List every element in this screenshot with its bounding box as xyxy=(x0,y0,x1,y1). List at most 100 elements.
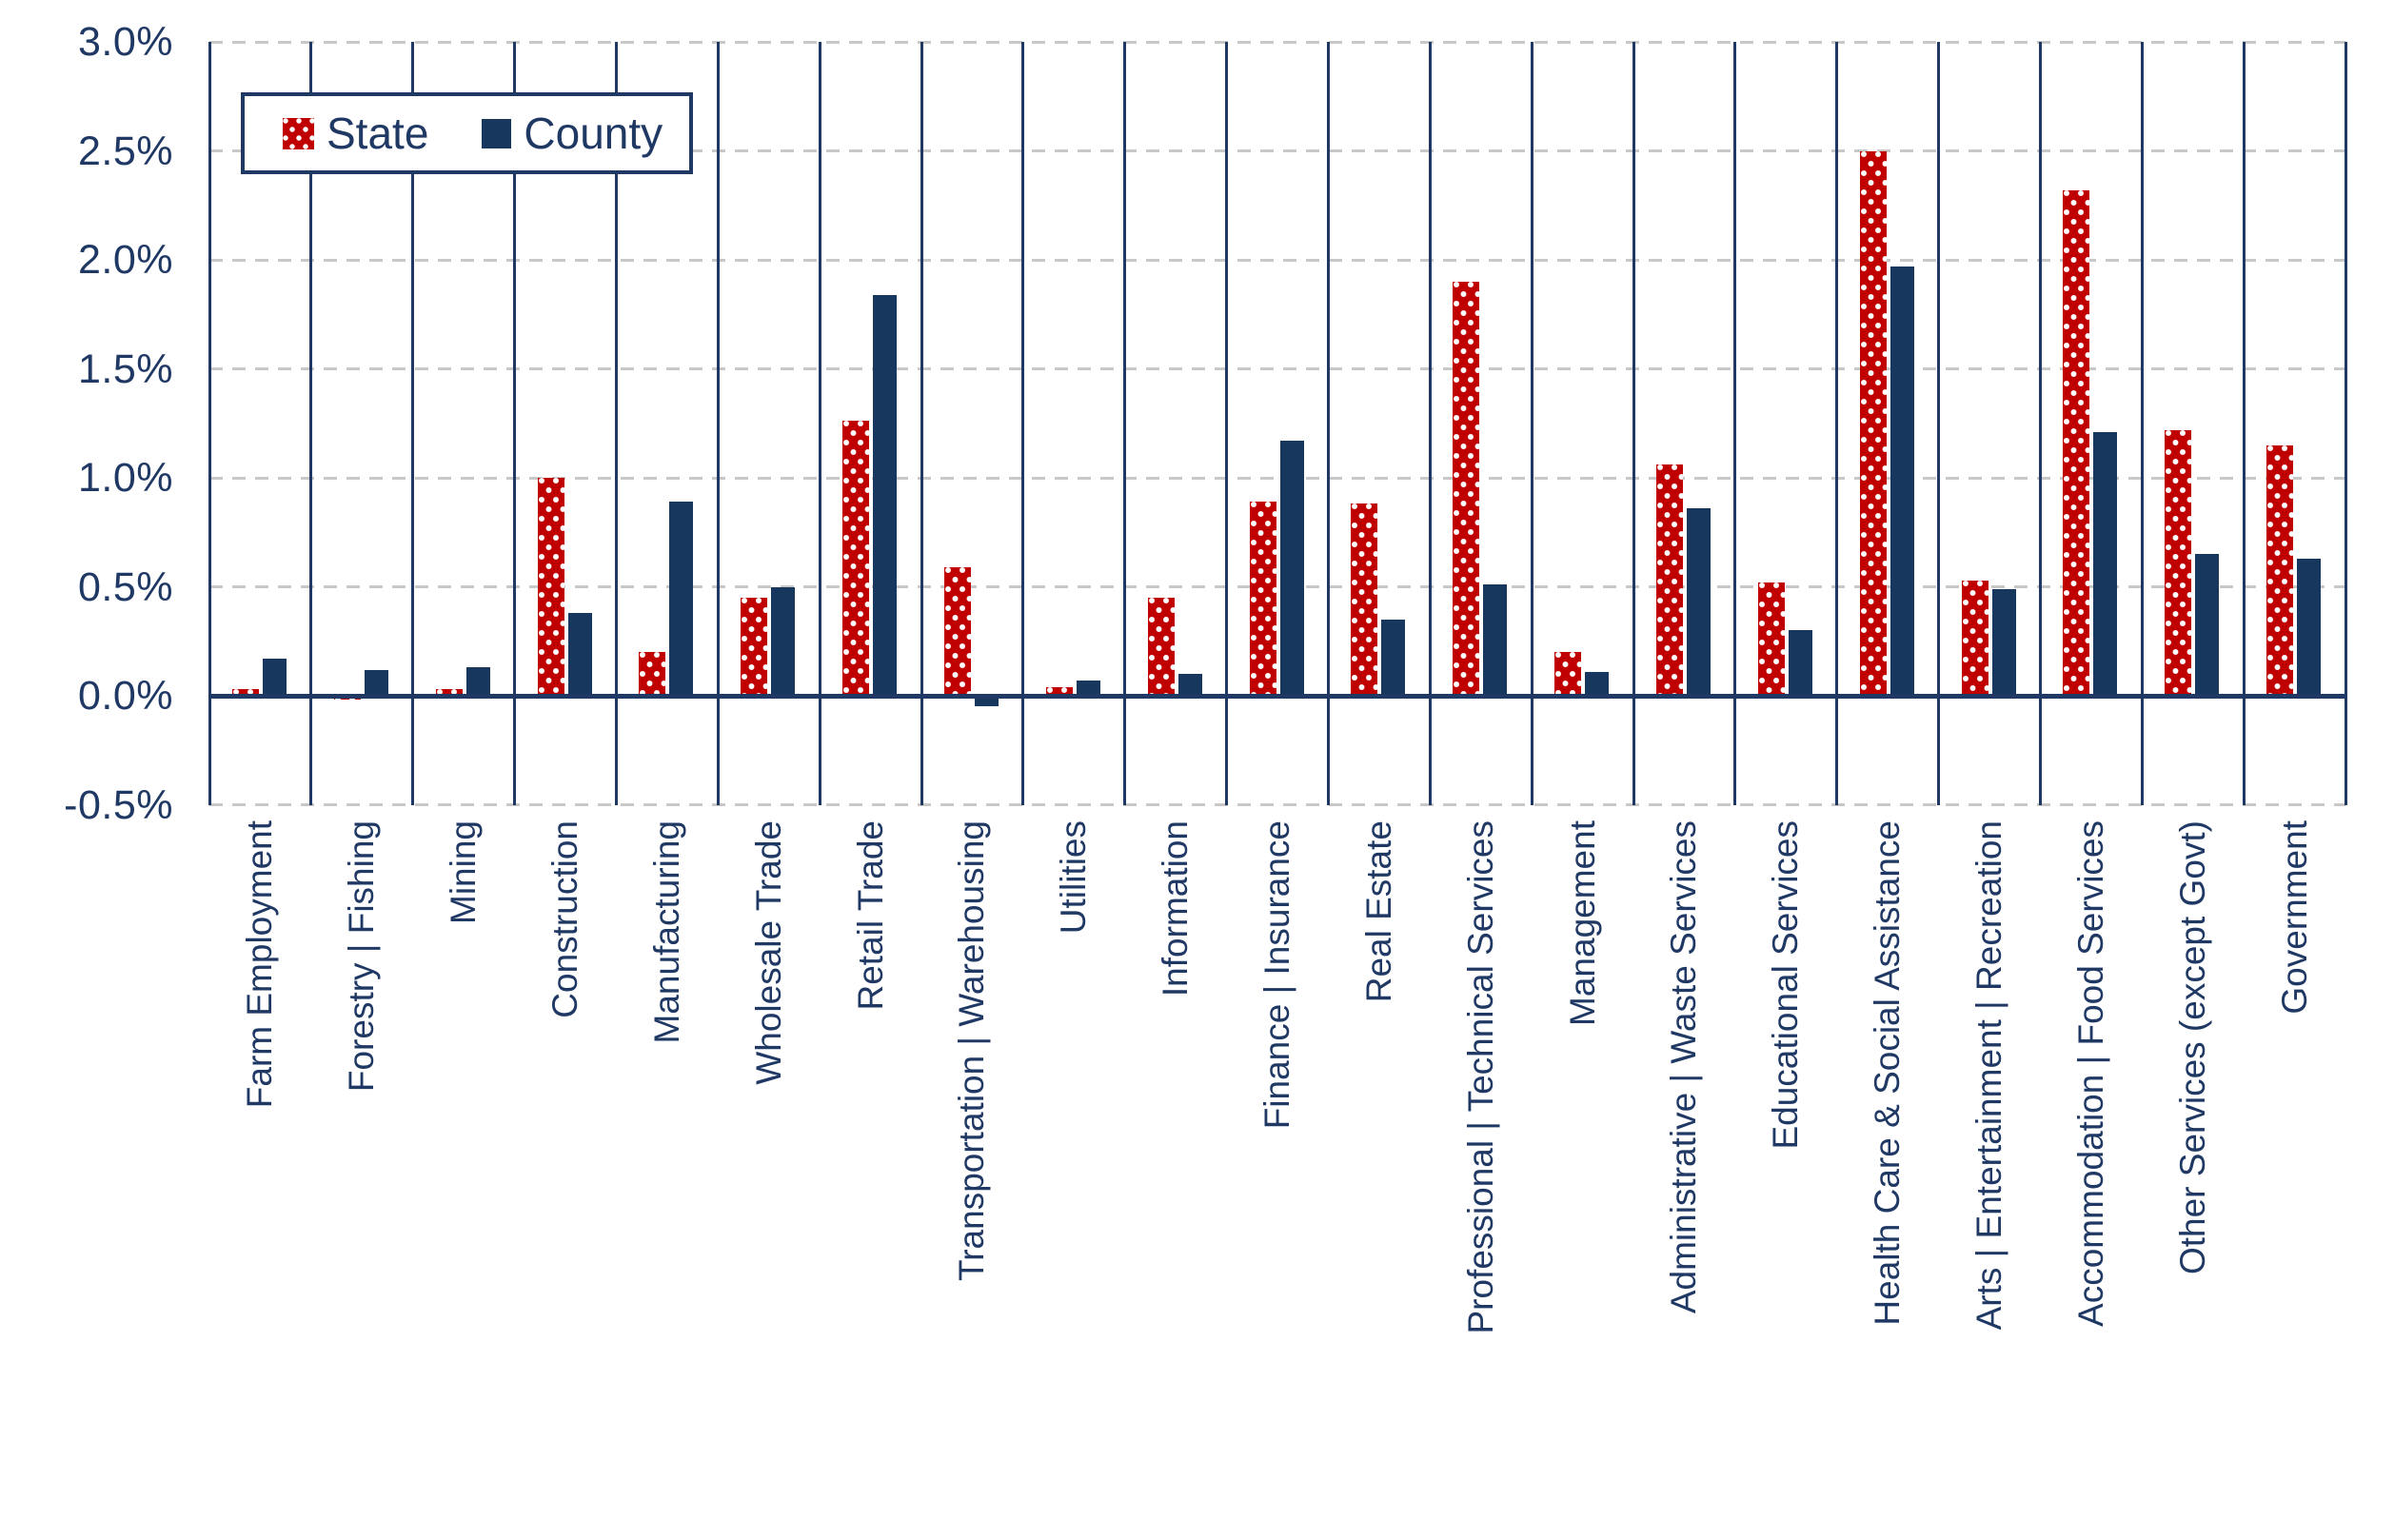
county-bar xyxy=(1585,671,1610,698)
y-axis-tick-label: -0.5% xyxy=(64,781,173,828)
state-bar xyxy=(944,566,971,698)
county-bar xyxy=(263,659,287,698)
x-axis-category-label: Wholesale Trade xyxy=(748,820,788,1085)
x-axis-category-label: Administrative | Waste Services xyxy=(1664,820,1704,1314)
state-bar xyxy=(2063,189,2090,698)
category-separator-line xyxy=(208,42,211,805)
county-bar xyxy=(1889,266,1914,698)
county-bar xyxy=(1279,441,1304,698)
y-gridline xyxy=(209,258,2345,262)
category-separator-line xyxy=(716,42,720,805)
county-bar xyxy=(2093,431,2118,698)
state-bar xyxy=(2165,429,2192,698)
x-axis-category-label: Management xyxy=(1562,820,1602,1026)
x-axis-category-label: Finance | Insurance xyxy=(1257,820,1296,1130)
x-axis-category-label: Construction xyxy=(545,820,584,1018)
category-separator-line xyxy=(818,42,821,805)
category-separator-line xyxy=(1632,42,1635,805)
county-bar xyxy=(567,612,592,698)
state-bar xyxy=(1554,652,1582,698)
state-bar xyxy=(1656,464,1683,698)
x-axis-category-label: Accommodation | Food Services xyxy=(2070,820,2110,1327)
x-axis-category-label: Arts | Entertainment | Recreation xyxy=(1969,820,2008,1331)
state-bar xyxy=(1147,597,1175,698)
category-separator-line xyxy=(1428,42,1432,805)
chart-legend: State County xyxy=(241,92,693,174)
county-legend-swatch-icon xyxy=(482,118,512,148)
state-bar xyxy=(2266,444,2294,698)
county-bar xyxy=(1687,508,1711,698)
category-separator-line xyxy=(309,42,313,805)
y-gridline xyxy=(209,803,2345,806)
category-separator-line xyxy=(1835,42,1839,805)
category-separator-line xyxy=(2038,42,2042,805)
county-bar xyxy=(1788,630,1812,698)
x-axis-category-label: Professional | Technical Services xyxy=(1460,820,1500,1334)
county-bar xyxy=(465,667,490,698)
x-axis-category-label: Educational Services xyxy=(1766,820,1806,1150)
category-separator-line xyxy=(2242,42,2246,805)
y-axis-tick-label: 1.5% xyxy=(77,346,173,392)
county-bar xyxy=(669,502,694,698)
category-separator-line xyxy=(1021,42,1025,805)
x-axis-category-label: Other Services (except Govt) xyxy=(2172,820,2212,1275)
state-bar xyxy=(842,421,870,698)
state-bar xyxy=(741,597,768,698)
category-separator-line xyxy=(614,42,618,805)
county-bar xyxy=(1483,584,1508,698)
x-axis-category-label: Mining xyxy=(444,820,484,924)
category-separator-line xyxy=(1733,42,1737,805)
county-legend-label: County xyxy=(524,109,663,158)
category-separator-line xyxy=(1225,42,1229,805)
y-axis-tick-label: 3.0% xyxy=(77,19,173,65)
x-axis-category-label: Farm Employment xyxy=(240,820,280,1109)
x-axis-category-label: Real Estate xyxy=(1358,820,1398,1003)
y-axis-tick-label: 2.0% xyxy=(77,237,173,283)
y-axis-tick-label: 1.0% xyxy=(77,455,173,501)
state-bar xyxy=(1249,502,1276,698)
y-gridline xyxy=(209,476,2345,480)
county-bar xyxy=(1991,588,2016,698)
y-gridline xyxy=(209,585,2345,588)
y-axis-tick-label: 0.0% xyxy=(77,673,173,719)
x-axis-category-label: Government xyxy=(2274,820,2314,1015)
x-axis-category-label: Manufacturing xyxy=(646,820,686,1044)
county-bar xyxy=(1381,619,1406,698)
county-bar xyxy=(1076,680,1100,698)
category-separator-line xyxy=(2344,42,2347,805)
county-bar xyxy=(771,586,796,698)
state-bar xyxy=(639,652,666,698)
county-bar xyxy=(2297,558,2322,698)
x-axis-category-label: Forestry | Fishing xyxy=(342,820,382,1093)
x-axis-category-label: Retail Trade xyxy=(850,820,890,1011)
county-bar xyxy=(975,696,999,707)
state-bar xyxy=(1453,281,1480,698)
category-separator-line xyxy=(411,42,415,805)
category-separator-line xyxy=(1326,42,1330,805)
x-axis-baseline xyxy=(209,693,2345,699)
category-separator-line xyxy=(2140,42,2144,805)
state-bar xyxy=(537,478,564,698)
category-separator-line xyxy=(1123,42,1127,805)
y-gridline xyxy=(209,149,2345,152)
state-bar xyxy=(1757,582,1785,698)
x-axis-category-label: Information xyxy=(1156,820,1196,997)
y-axis-tick-label: 0.5% xyxy=(77,563,173,610)
county-bar xyxy=(873,294,898,698)
category-separator-line xyxy=(1937,42,1941,805)
category-separator-line xyxy=(513,42,517,805)
state-legend-label: State xyxy=(326,109,429,158)
y-gridline xyxy=(209,40,2345,44)
state-legend-swatch-icon xyxy=(283,117,314,149)
category-separator-line xyxy=(1530,42,1533,805)
x-axis-category-label: Health Care & Social Assistance xyxy=(1868,820,1908,1326)
state-bar xyxy=(1961,580,1988,698)
y-axis-tick-label: 2.5% xyxy=(77,128,173,174)
state-bar xyxy=(1351,503,1378,698)
state-bar xyxy=(1045,686,1073,698)
county-bar xyxy=(2195,554,2220,698)
state-bar xyxy=(1859,150,1887,698)
y-gridline xyxy=(209,367,2345,370)
category-separator-line xyxy=(920,42,923,805)
